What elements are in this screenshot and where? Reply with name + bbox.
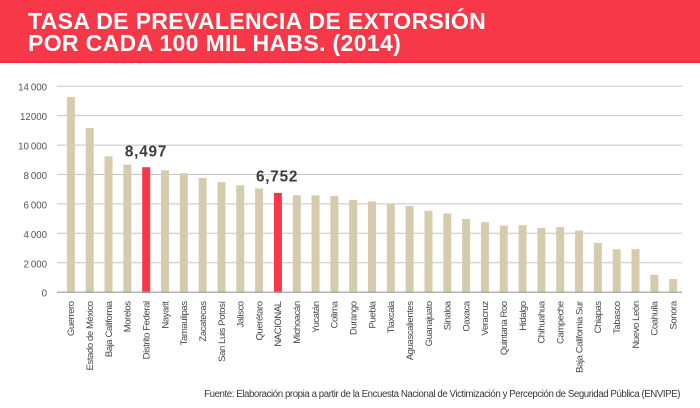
svg-text:Chihuahua: Chihuahua bbox=[537, 300, 548, 343]
svg-text:Morelos: Morelos bbox=[123, 301, 134, 333]
svg-text:Oaxaca: Oaxaca bbox=[461, 300, 472, 331]
svg-text:4 000: 4 000 bbox=[24, 230, 48, 241]
svg-text:Coahuila: Coahuila bbox=[650, 300, 661, 335]
svg-text:2 000: 2 000 bbox=[24, 259, 48, 270]
svg-text:0: 0 bbox=[42, 289, 48, 300]
svg-text:Yucatán: Yucatán bbox=[311, 301, 322, 333]
svg-text:Distrito Federal: Distrito Federal bbox=[141, 301, 152, 359]
svg-text:Guerrero: Guerrero bbox=[66, 301, 77, 336]
svg-text:Fuente: Elaboración propia a p: Fuente: Elaboración propia a partir de l… bbox=[204, 389, 680, 400]
svg-text:Baja California: Baja California bbox=[104, 300, 115, 357]
svg-text:Puebla: Puebla bbox=[367, 300, 378, 328]
svg-text:Quintana Roo: Quintana Roo bbox=[499, 301, 510, 355]
svg-text:6,752: 6,752 bbox=[256, 168, 298, 185]
svg-text:Chiapas: Chiapas bbox=[593, 301, 604, 334]
svg-text:8,497: 8,497 bbox=[125, 144, 167, 161]
svg-text:Aguascalientes: Aguascalientes bbox=[405, 301, 416, 360]
svg-text:Baja California Sur: Baja California Sur bbox=[574, 301, 585, 373]
svg-text:Estado de México: Estado de México bbox=[85, 301, 96, 370]
svg-text:NACIONAL: NACIONAL bbox=[273, 301, 284, 346]
svg-text:Campeche: Campeche bbox=[556, 301, 567, 344]
svg-text:10 000: 10 000 bbox=[18, 142, 47, 153]
svg-text:Guanajuato: Guanajuato bbox=[424, 301, 435, 346]
svg-text:Michoacán: Michoacán bbox=[292, 301, 303, 343]
svg-text:Nuevo León: Nuevo León bbox=[631, 301, 642, 348]
svg-text:Veracruz: Veracruz bbox=[480, 301, 491, 336]
svg-text:Querétaro: Querétaro bbox=[254, 301, 265, 340]
svg-text:6 000: 6 000 bbox=[24, 200, 48, 211]
svg-text:Sinaloa: Sinaloa bbox=[443, 300, 454, 330]
svg-text:Tlaxcala: Tlaxcala bbox=[386, 300, 397, 333]
svg-text:Tamaulipas: Tamaulipas bbox=[179, 301, 190, 346]
svg-text:Zacatecas: Zacatecas bbox=[198, 301, 209, 342]
svg-text:Durango: Durango bbox=[349, 301, 360, 335]
svg-text:Colima: Colima bbox=[330, 300, 341, 328]
svg-text:Hidalgo: Hidalgo bbox=[518, 301, 529, 331]
svg-text:8 000: 8 000 bbox=[24, 171, 48, 182]
svg-text:Tabasco: Tabasco bbox=[612, 301, 623, 334]
svg-text:Sonora: Sonora bbox=[668, 300, 679, 329]
svg-text:Jalisco: Jalisco bbox=[236, 301, 247, 327]
svg-text:12000: 12000 bbox=[20, 112, 48, 123]
svg-text:14 000: 14 000 bbox=[18, 83, 47, 94]
svg-text:Nayarit: Nayarit bbox=[160, 301, 171, 329]
svg-text:San Luis Potosí: San Luis Potosí bbox=[217, 301, 228, 362]
